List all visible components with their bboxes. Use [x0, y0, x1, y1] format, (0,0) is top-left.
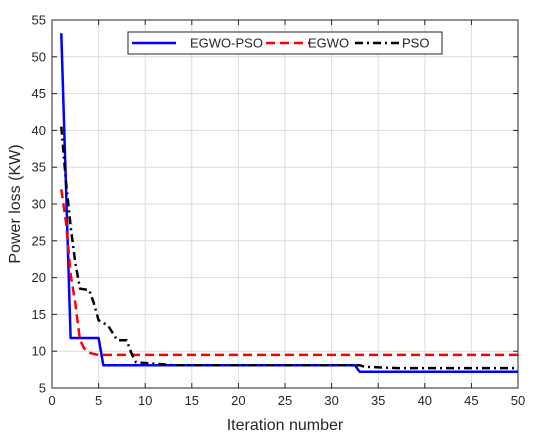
y-tick-label: 40 [32, 123, 46, 138]
series-layer [60, 33, 518, 374]
x-axis-label: Iteration number [227, 417, 344, 434]
x-tick-label: 20 [231, 393, 245, 408]
series-line-egwo [60, 189, 518, 357]
x-tick-label: 15 [185, 393, 199, 408]
x-tick-label: 40 [418, 393, 432, 408]
y-tick-label: 30 [32, 197, 46, 212]
y-tick-label: 20 [32, 270, 46, 285]
legend-label-egwo-pso: EGWO-PSO [190, 36, 263, 51]
legend: EGWO-PSO EGWO PSO [127, 31, 443, 55]
series-line-egwo-pso [60, 33, 518, 374]
y-axis-ticks: 5 10 15 20 25 30 35 40 45 50 55 [32, 13, 518, 396]
y-tick-label: 45 [32, 86, 46, 101]
x-tick-label: 5 [95, 393, 102, 408]
x-tick-label: 45 [464, 393, 478, 408]
y-axis-label: Power loss (KW) [7, 144, 24, 263]
y-tick-label: 35 [32, 160, 46, 175]
x-tick-label: 35 [371, 393, 385, 408]
x-tick-label: 30 [324, 393, 338, 408]
y-tick-label: 25 [32, 233, 46, 248]
series-line-pso [60, 126, 518, 370]
y-tick-label: 5 [39, 381, 46, 396]
legend-label-egwo: EGWO [308, 36, 349, 51]
legend-label-pso: PSO [402, 36, 429, 51]
x-tick-label: 0 [48, 393, 55, 408]
y-tick-label: 15 [32, 307, 46, 322]
y-tick-label: 50 [32, 49, 46, 64]
x-tick-label: 25 [278, 393, 292, 408]
x-tick-label: 50 [511, 393, 525, 408]
y-tick-label: 55 [32, 13, 46, 28]
grid [52, 20, 518, 388]
x-tick-label: 10 [138, 393, 152, 408]
x-axis-ticks: 0 5 10 15 20 25 30 35 40 45 50 [48, 20, 525, 408]
y-tick-label: 10 [32, 344, 46, 359]
